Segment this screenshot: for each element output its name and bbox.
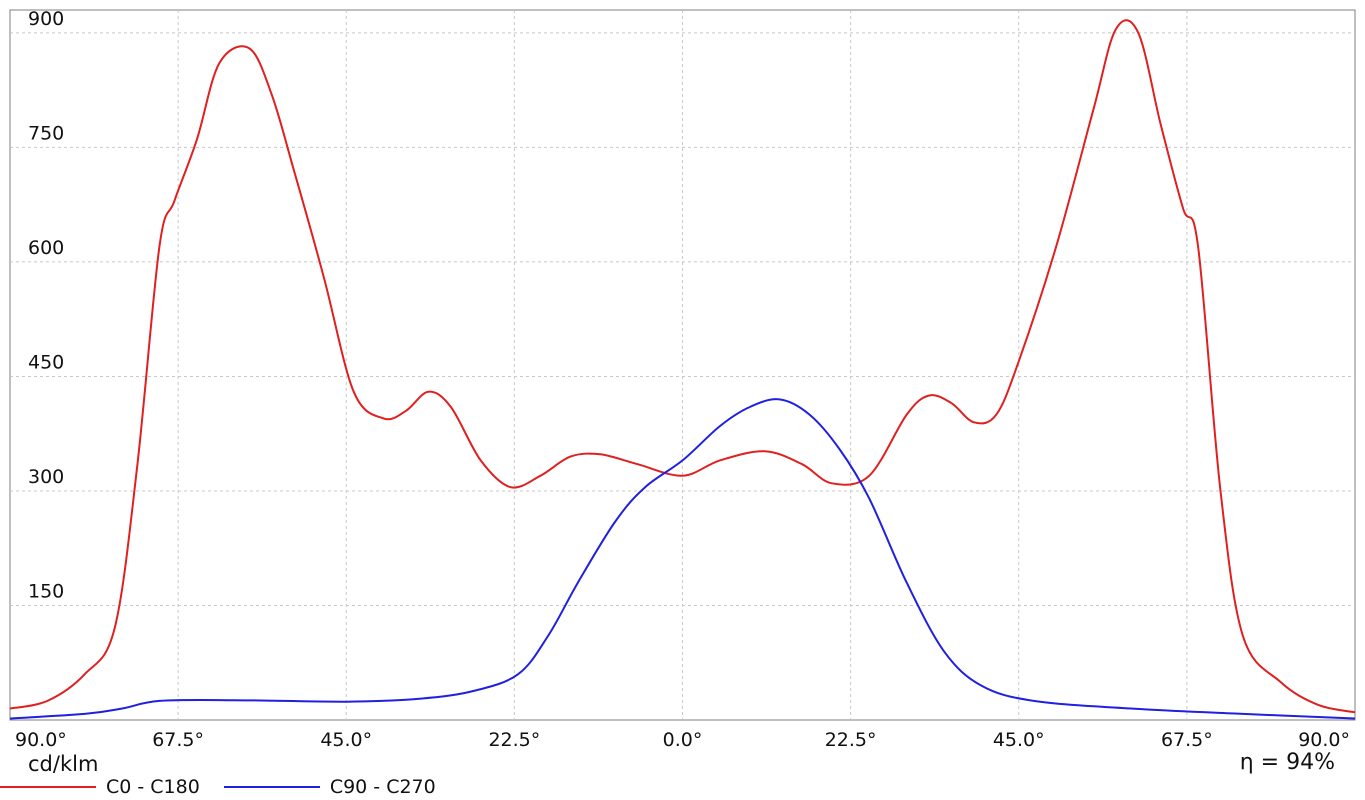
x-tick-label-6: 45.0°: [993, 729, 1045, 751]
x-tick-label-5: 22.5°: [825, 729, 877, 751]
x-tick-label-7: 67.5°: [1161, 729, 1213, 751]
efficiency-label: η = 94%: [1239, 750, 1335, 775]
x-tick-label-0: 90.0°: [15, 729, 67, 751]
legend-label-c0-c180: C0 - C180: [106, 776, 200, 798]
x-tick-label-4: 0.0°: [663, 729, 703, 751]
grid: [10, 10, 1355, 720]
x-tick-label-2: 45.0°: [320, 729, 372, 751]
y-axis-ticks: 150 300 450 600 750 900: [28, 8, 64, 603]
series-lines: [9, 19, 1356, 720]
legend-label-c90-c270: C90 - C270: [329, 776, 436, 798]
x-tick-label-3: 22.5°: [488, 729, 540, 751]
y-tick-label-4: 750: [28, 122, 64, 144]
legend-item-c90-c270: C90 - C270: [223, 776, 436, 798]
x-tick-label-1: 67.5°: [152, 729, 204, 751]
series-line-c0-c180: [9, 19, 1356, 714]
legend-swatch-c0-c180: [0, 786, 96, 788]
y-tick-label-5: 900: [28, 8, 64, 30]
y-axis-unit-label: cd/klm: [28, 752, 99, 776]
y-tick-label-3: 600: [28, 237, 64, 259]
y-tick-label-0: 150: [28, 580, 64, 602]
legend-swatch-c90-c270: [223, 786, 320, 788]
y-tick-label-1: 300: [28, 466, 64, 488]
x-axis-ticks: 90.0° 67.5° 45.0° 22.5° 0.0° 22.5° 45.0° 67.5° 9…: [15, 729, 1350, 751]
x-tick-label-8: 90.0°: [1298, 729, 1350, 751]
legend-item-c0-c180: C0 - C180: [0, 776, 200, 798]
series-line-c90-c270: [9, 398, 1356, 720]
y-tick-label-2: 450: [28, 351, 64, 373]
legend: C0 - C180 C90 - C270: [0, 774, 460, 800]
